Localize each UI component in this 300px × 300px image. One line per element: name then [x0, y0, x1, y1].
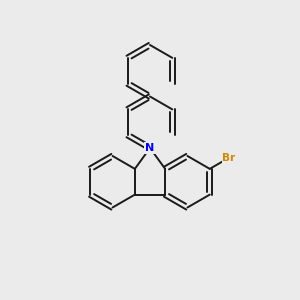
Text: N: N: [146, 143, 154, 153]
Text: Br: Br: [222, 153, 235, 163]
